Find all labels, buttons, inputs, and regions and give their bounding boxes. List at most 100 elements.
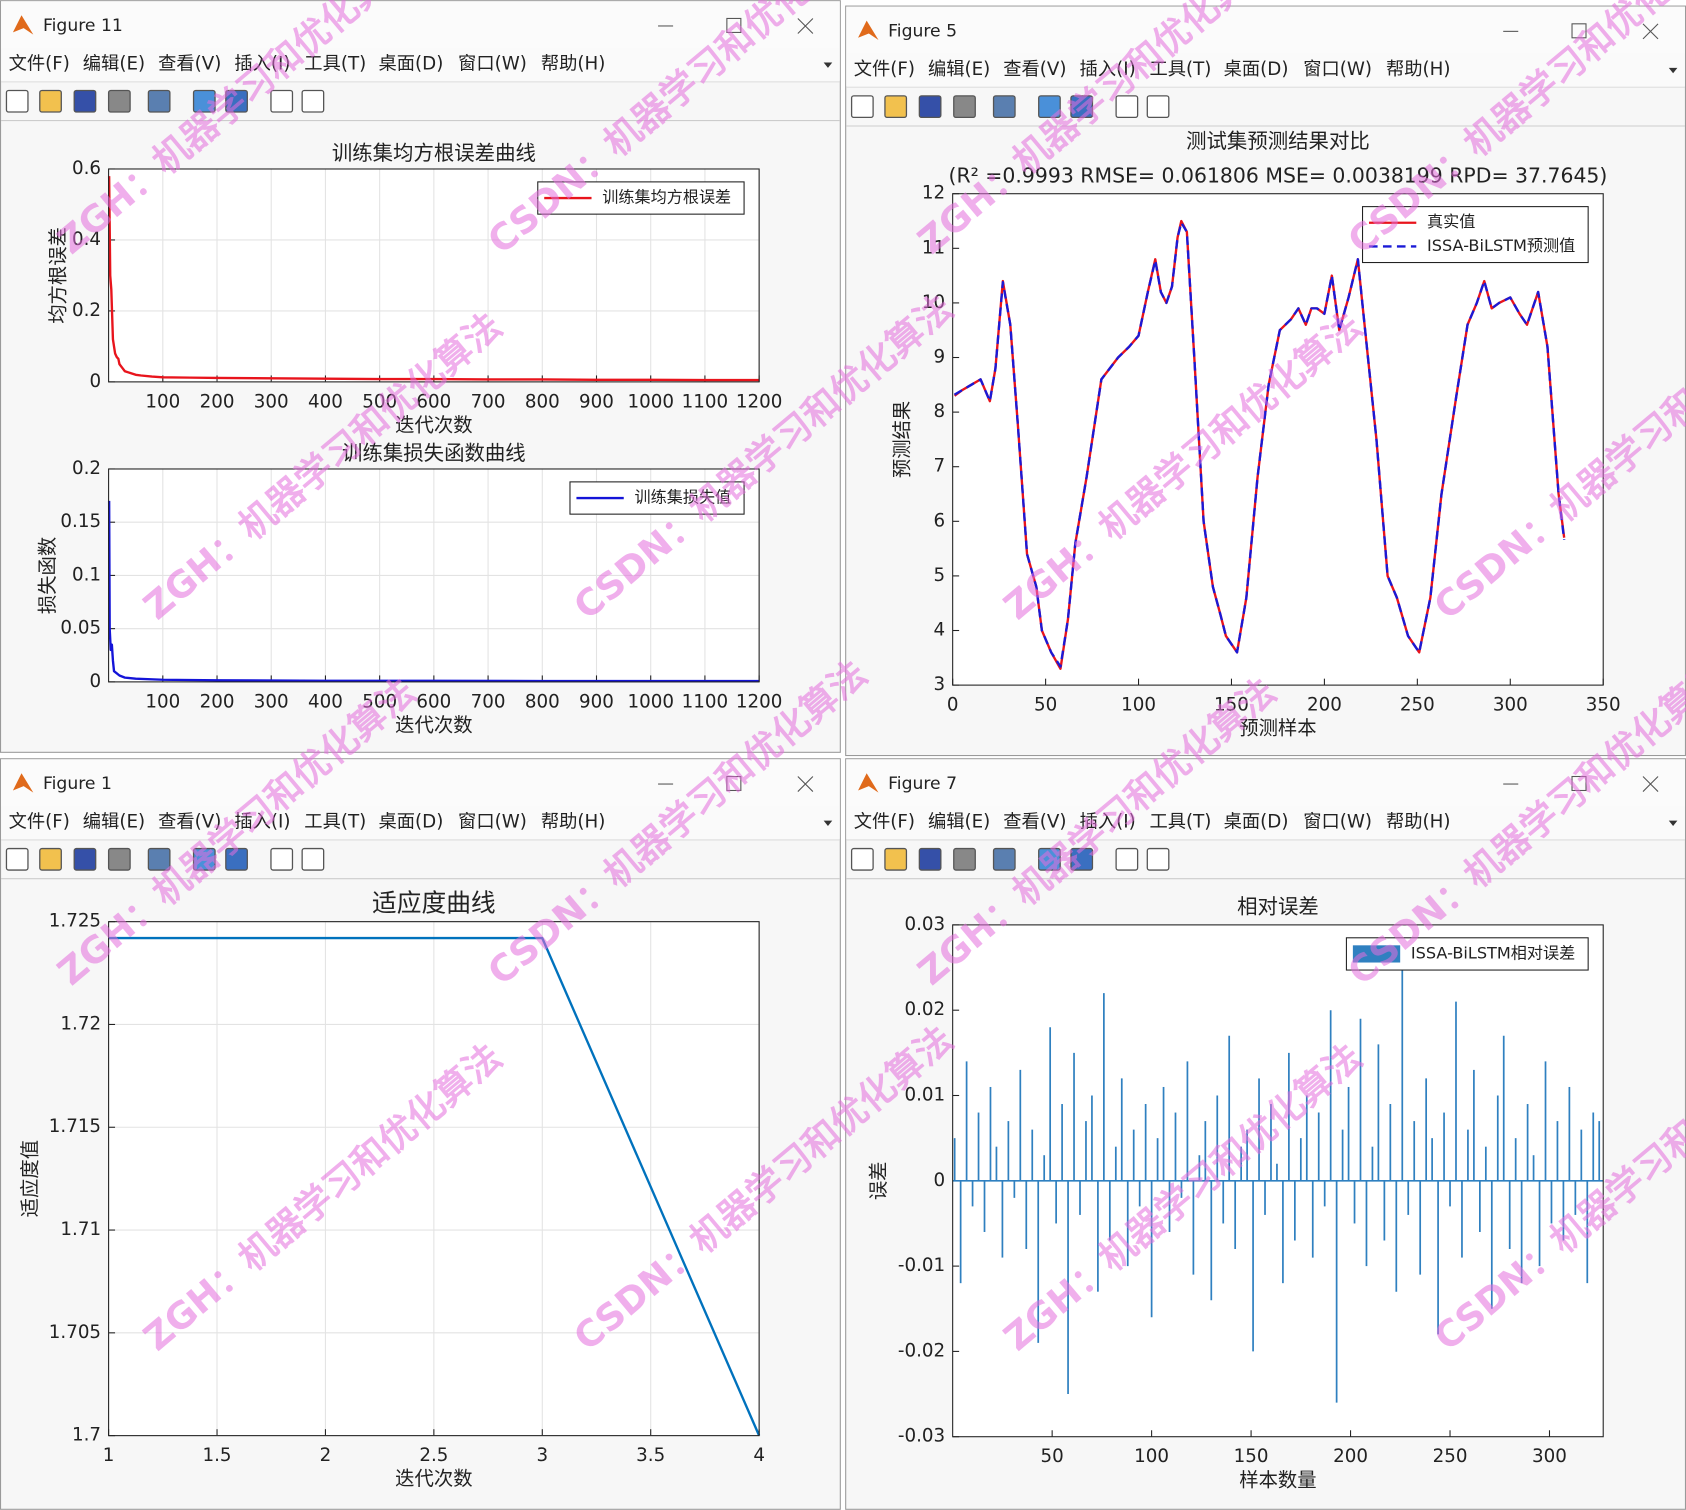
menu-item[interactable]: 窗口(W) [1303, 812, 1372, 833]
menu-item[interactable]: 桌面(D) [378, 54, 443, 75]
menu-item[interactable]: 查看(V) [158, 54, 221, 75]
toolbar-button[interactable] [918, 847, 942, 871]
toolbar-button[interactable] [225, 89, 248, 113]
toolbar-button[interactable] [107, 847, 131, 871]
toolbar-button[interactable] [1146, 95, 1170, 119]
chart: 50 100 150 200 250 300 -0.03 -0.02 -0.01 0 0.01 0.0… [867, 895, 1604, 1491]
menu-item[interactable]: 工具(T) [304, 54, 366, 75]
menu-item[interactable]: 插入(I) [234, 812, 290, 833]
legend: ISSA-BiLSTM相对误差 [1345, 937, 1589, 971]
toolbar-button[interactable] [1115, 847, 1139, 871]
menu-item[interactable]: 查看(V) [1003, 812, 1066, 833]
toolbar-button[interactable] [192, 847, 216, 871]
menu-item[interactable]: 插入(I) [1080, 812, 1136, 833]
menu-item[interactable]: 帮助(H) [1386, 812, 1451, 833]
toolbar-button[interactable] [301, 89, 325, 113]
toolbar-button[interactable] [992, 95, 1016, 119]
menu-item[interactable]: 插入(I) [1080, 59, 1136, 80]
chart-title: 适应度曲线 [372, 888, 496, 917]
y-tick-label: 0 [89, 671, 101, 692]
toolbar-button[interactable] [1070, 95, 1094, 119]
maximize-button[interactable] [726, 17, 742, 33]
x-tick-label: 50 [1034, 695, 1057, 716]
toolbar-button[interactable] [953, 95, 976, 119]
menu-item[interactable]: 帮助(H) [541, 812, 606, 833]
y-tick-label: 3 [934, 674, 946, 695]
menu-item[interactable]: 编辑(E) [83, 54, 145, 75]
toolbar-button[interactable] [884, 847, 908, 871]
x-tick-label: 600 [416, 391, 451, 412]
toolbar-button[interactable] [1115, 95, 1139, 119]
y-axis-label: 均方根误差 [47, 227, 70, 324]
y-tick-label: 0 [934, 1170, 946, 1191]
chart-title: 测试集预测结果对比 [1186, 129, 1370, 153]
menu-item[interactable]: 插入(I) [234, 54, 290, 75]
maximize-button[interactable] [726, 775, 742, 792]
toolbar-button[interactable] [301, 847, 325, 871]
menu-item[interactable]: 查看(V) [1003, 59, 1066, 80]
menu-item[interactable]: 编辑(E) [928, 812, 990, 833]
toolbar-button[interactable] [192, 89, 216, 113]
x-tick-label: 400 [308, 691, 343, 712]
toolbar-button[interactable] [1038, 95, 1061, 119]
toolbar-button[interactable] [107, 89, 131, 113]
menu-item[interactable]: 文件(F) [9, 54, 70, 75]
menu-item[interactable]: 帮助(H) [1386, 59, 1451, 80]
toolbar-button[interactable] [953, 847, 976, 871]
toolbar-button[interactable] [270, 89, 294, 113]
toolbar-button[interactable] [39, 89, 62, 113]
axes-box [108, 921, 760, 1437]
toolbar-button[interactable] [5, 89, 29, 113]
menu-item[interactable]: 帮助(H) [541, 54, 606, 75]
close-button[interactable] [1642, 776, 1659, 792]
menu-item[interactable]: 工具(T) [1149, 59, 1211, 80]
menu-item[interactable]: 窗口(W) [458, 54, 527, 75]
toolbar-button[interactable] [850, 95, 874, 119]
toolbar-button[interactable] [992, 847, 1016, 871]
toolbar-button[interactable] [73, 89, 97, 113]
toolbar-button[interactable] [225, 847, 248, 871]
close-button[interactable] [1642, 23, 1659, 40]
maximize-button[interactable] [1571, 23, 1587, 39]
toolbar-button[interactable] [1038, 847, 1061, 871]
menu-item[interactable]: 桌面(D) [378, 812, 443, 833]
y-axis-label: 损失函数 [36, 537, 59, 614]
menu-bar [1, 806, 840, 839]
toolbar-button[interactable] [1070, 847, 1094, 871]
x-tick-label: 50 [1041, 1446, 1064, 1467]
legend-label: 训练集损失值 [635, 488, 732, 507]
toolbar-button[interactable] [147, 89, 171, 113]
menu-item[interactable]: 查看(V) [158, 812, 221, 833]
menu-item[interactable]: 文件(F) [854, 59, 915, 80]
toolbar-button[interactable] [5, 847, 29, 871]
matlab-icon [12, 773, 34, 793]
menu-item[interactable]: 窗口(W) [1303, 59, 1372, 80]
toolbar-button[interactable] [39, 847, 62, 871]
x-tick-label: 200 [1333, 1446, 1368, 1467]
menu-item[interactable]: 文件(F) [854, 812, 915, 833]
toolbar-button[interactable] [1146, 847, 1170, 871]
menu-item[interactable]: 桌面(D) [1224, 812, 1289, 833]
toolbar-button[interactable] [884, 95, 908, 119]
toolbar-button[interactable] [850, 847, 874, 871]
toolbar-button[interactable] [73, 847, 97, 871]
chart-subtitle: (R² =0.9993 RMSE= 0.061806 MSE= 0.003819… [949, 164, 1608, 188]
menu-item[interactable]: 编辑(E) [928, 59, 990, 80]
x-tick-label: 700 [471, 391, 506, 412]
maximize-button[interactable] [1571, 775, 1587, 792]
y-tick-label: 5 [934, 565, 946, 586]
close-button[interactable] [797, 776, 814, 792]
toolbar-button[interactable] [918, 95, 942, 119]
menu-item[interactable]: 工具(T) [304, 812, 366, 833]
y-tick-label: 1.725 [49, 911, 101, 932]
toolbar-button[interactable] [147, 847, 171, 871]
menu-item[interactable]: 窗口(W) [458, 812, 527, 833]
menu-item[interactable]: 桌面(D) [1224, 59, 1289, 80]
toolbar-button[interactable] [270, 847, 294, 871]
x-axis-label: 迭代次数 [395, 713, 472, 736]
close-button[interactable] [797, 18, 814, 34]
menu-item[interactable]: 编辑(E) [83, 812, 145, 833]
menu-item[interactable]: 文件(F) [9, 812, 70, 833]
menu-item[interactable]: 工具(T) [1149, 812, 1211, 833]
y-tick-label: 0.2 [72, 300, 101, 321]
